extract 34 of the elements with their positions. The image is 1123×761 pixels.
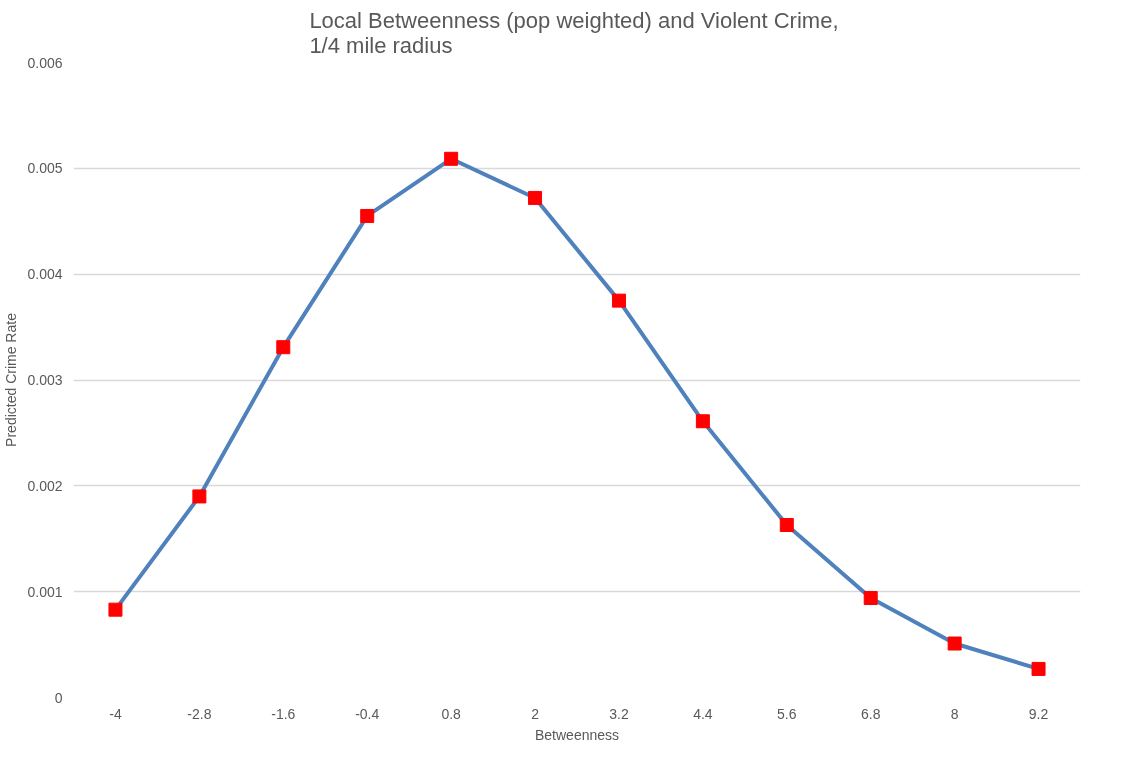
x-tick-label: -1.6 (271, 705, 296, 722)
point (276, 340, 291, 355)
x-tick-label: 8 (950, 705, 959, 722)
point (528, 190, 543, 205)
x-tick-label: 3.2 (609, 705, 629, 722)
x-tick-label: 6.8 (860, 705, 881, 722)
point (863, 591, 878, 606)
chart-title: Local Betweenness (pop weighted) and Violent Crime, 1/4 mile radius (309, 7, 839, 58)
x-tick-label: 0.8 (441, 705, 462, 722)
x-tick-label: -2.8 (187, 705, 212, 722)
x-tick-label: 5.6 (777, 705, 797, 722)
y-tick-label: 0.001 (27, 583, 63, 600)
y-tick-label: 0.003 (27, 372, 63, 388)
y-axis-title: Predicted Crime Rate (3, 312, 20, 447)
point (779, 517, 794, 532)
x-tick-label: -0.4 (355, 705, 380, 722)
point (444, 151, 459, 166)
x-axis-title: Betweenness (534, 726, 620, 743)
y-tick-label: 0.004 (27, 266, 63, 283)
y-tick-label: 0.006 (27, 54, 63, 71)
point (192, 489, 207, 504)
x-tick-label: -4 (109, 705, 122, 722)
y-tick-label: 0.005 (27, 160, 63, 177)
point (1031, 661, 1046, 676)
point (360, 208, 375, 223)
x-tick-label: 4.4 (693, 705, 713, 722)
point (947, 636, 962, 651)
x-tick-label: 9.2 (1028, 705, 1049, 722)
point (695, 414, 710, 429)
y-tick-label: 0 (54, 689, 63, 706)
x-tick-label: 2 (531, 705, 540, 722)
y-tick-label: 0.002 (27, 477, 63, 494)
point (108, 602, 123, 617)
point (611, 293, 626, 308)
